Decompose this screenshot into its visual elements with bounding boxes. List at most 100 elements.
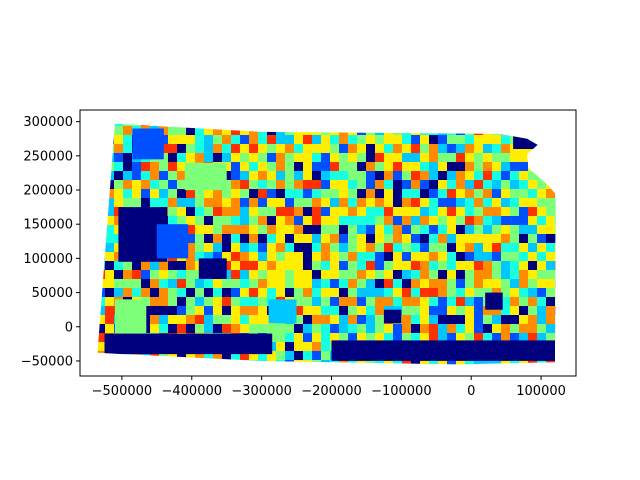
map-cell [231, 324, 240, 333]
map-cell [348, 171, 357, 180]
map-cell [132, 360, 141, 365]
map-cell [177, 126, 186, 135]
map-cell [114, 288, 123, 297]
map-cell [465, 252, 474, 261]
map-cell [303, 108, 312, 117]
map-cell [321, 171, 330, 180]
map-cell [420, 189, 429, 198]
map-cell [438, 333, 447, 342]
map-cell [249, 270, 258, 279]
map-cell [456, 306, 465, 315]
map-cell [285, 207, 294, 216]
map-cell [141, 189, 150, 198]
map-cell [438, 306, 447, 315]
map-cell [501, 243, 510, 252]
map-cell [501, 198, 510, 207]
map-cell [510, 225, 519, 234]
map-cell [195, 306, 204, 315]
map-cell [348, 207, 357, 216]
map-cell [267, 153, 276, 162]
map-cell [501, 261, 510, 270]
map-cell [105, 315, 114, 324]
map-cell [348, 126, 357, 135]
map-region [198, 258, 227, 279]
map-cell [393, 216, 402, 225]
map-cell [492, 189, 501, 198]
map-cell [204, 297, 213, 306]
map-cell [555, 351, 556, 360]
map-cell [186, 126, 195, 135]
map-cell [105, 189, 114, 198]
map-cell [339, 180, 348, 189]
map-cell [366, 360, 375, 365]
map-cell [555, 324, 556, 333]
map-cell [285, 369, 294, 378]
map-cell [204, 123, 213, 126]
map-cell [465, 270, 474, 279]
map-cell [519, 162, 528, 171]
map-cell [402, 270, 411, 279]
map-cell [258, 243, 267, 252]
map-cell [366, 225, 375, 234]
map-cell [456, 279, 465, 288]
map-cell [267, 216, 276, 225]
map-cell [501, 270, 510, 279]
map-cell [150, 180, 159, 189]
map-cell [456, 243, 465, 252]
map-cell [267, 144, 276, 153]
map-cell [114, 123, 123, 126]
map-cell [393, 261, 402, 270]
map-cell [195, 108, 204, 117]
map-cell [519, 207, 528, 216]
map-cell [150, 369, 159, 378]
map-cell [456, 225, 465, 234]
map-cell [510, 288, 519, 297]
map-cell [375, 198, 384, 207]
map-cell [321, 306, 330, 315]
map-cell [303, 234, 312, 243]
map-cell [294, 108, 303, 117]
map-cell [249, 360, 258, 365]
map-cell [411, 144, 420, 153]
map-cell [465, 324, 474, 333]
map-cell [303, 252, 312, 261]
map-cell [321, 270, 330, 279]
map-cell [555, 171, 556, 180]
map-cell [123, 144, 132, 153]
map-cell [546, 360, 555, 365]
map-cell [438, 369, 447, 378]
map-cell [375, 126, 384, 135]
map-cell [231, 171, 240, 180]
map-cell [294, 153, 303, 162]
map-cell [357, 180, 366, 189]
map-cell [447, 279, 456, 288]
map-cell [195, 234, 204, 243]
map-cell [213, 324, 222, 333]
map-cell [429, 207, 438, 216]
map-cell [456, 126, 465, 135]
map-cell [321, 315, 330, 324]
map-cell [186, 216, 195, 225]
map-cell [510, 333, 519, 342]
map-region [104, 333, 273, 355]
map-cell [97, 342, 105, 351]
map-cell [105, 369, 114, 378]
map-cell [519, 171, 528, 180]
map-cell [537, 333, 546, 342]
map-cell [366, 369, 375, 378]
map-cell [114, 360, 123, 365]
map-cell [510, 207, 519, 216]
map-cell [393, 279, 402, 288]
map-cell [285, 198, 294, 207]
map-cell [402, 288, 411, 297]
map-cell [330, 180, 339, 189]
map-cell [321, 297, 330, 306]
map-cell [168, 270, 177, 279]
x-axis: −500000 −400000 −300000 −200000 −100000 0 1000… [92, 376, 566, 399]
map-cell [465, 216, 474, 225]
map-cell [384, 360, 393, 365]
map-cell [276, 189, 285, 198]
map-cell [258, 144, 267, 153]
map-cell [222, 243, 231, 252]
map-cell [465, 123, 474, 126]
